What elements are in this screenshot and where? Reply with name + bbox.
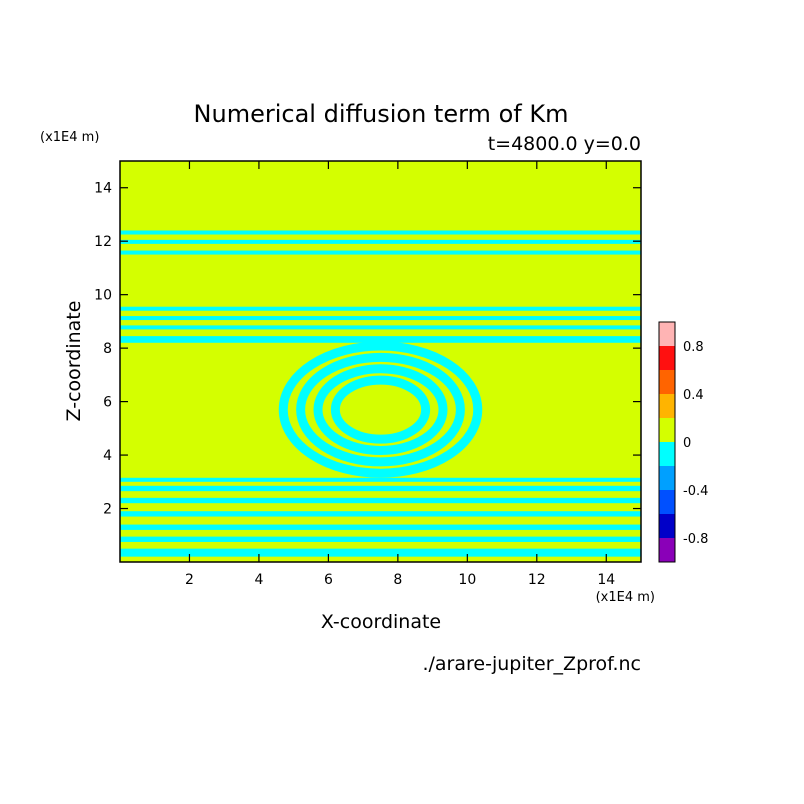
field-band (120, 336, 641, 343)
colorbar-segment (659, 370, 675, 394)
x-axis-label: X-coordinate (321, 611, 441, 633)
field-band (120, 524, 641, 530)
chart-subtitle: t=4800.0 y=0.0 (488, 133, 641, 155)
y-tick-label: 4 (103, 448, 112, 464)
colorbar-segment (659, 490, 675, 514)
colorbar-segment (659, 346, 675, 370)
field-dome-ring (296, 352, 465, 467)
colorbar-segment (659, 442, 675, 466)
source-file-label: ./arare-jupiter_Zprof.nc (422, 653, 641, 675)
chart-title: Numerical diffusion term of Km (194, 100, 569, 128)
field-band (120, 306, 641, 311)
y-tick-label: 6 (103, 395, 112, 411)
colorbar-tick-label: 0.8 (683, 340, 704, 355)
colorbar-frame (658, 321, 676, 563)
field-band (120, 497, 641, 504)
field-dome-ring (313, 364, 448, 456)
colorbar-segment (659, 538, 675, 562)
colorbar-tick-label: -0.8 (683, 532, 708, 547)
field-band (120, 239, 641, 244)
plot-area (120, 161, 641, 562)
colorbar-segment (659, 394, 675, 418)
colorbar-segment (659, 466, 675, 490)
colorbar: 0.8 0.4 0 -0.4 -0.8 (658, 321, 708, 563)
field-band (120, 548, 641, 557)
field-bands (120, 230, 641, 557)
field-band (120, 477, 641, 482)
field-dome-ring (330, 375, 431, 444)
colorbar-segment (659, 322, 675, 346)
x-unit-label: (x1E4 m) (596, 590, 655, 605)
x-tick-label: 14 (597, 572, 615, 588)
field-band (120, 536, 641, 542)
plot-frame (119, 160, 642, 563)
y-tick-label: 14 (94, 181, 112, 197)
y-tick-label: 10 (94, 288, 112, 304)
colorbar-segment (659, 514, 675, 538)
y-tick-label: 12 (94, 234, 112, 250)
y-axis-label: Z-coordinate (63, 301, 85, 422)
field-dome-ring (278, 341, 483, 478)
field-band (120, 325, 641, 330)
x-tick-label: 12 (528, 572, 546, 588)
field-band (120, 230, 641, 235)
y-tick-label: 2 (103, 502, 112, 518)
field-dome (278, 341, 483, 478)
field-band (120, 485, 641, 492)
y-axis-ticks: 2 4 6 8 10 12 14 (94, 181, 641, 518)
field-band (120, 316, 641, 321)
y-tick-label: 8 (103, 341, 112, 357)
colorbar-segment (659, 418, 675, 442)
x-tick-label: 10 (458, 572, 476, 588)
y-unit-label: (x1E4 m) (40, 130, 99, 145)
field-band (120, 250, 641, 255)
colorbar-tick-label: 0 (683, 436, 691, 451)
x-axis-ticks: 2 4 6 8 10 12 14 (185, 161, 615, 588)
x-tick-label: 2 (185, 572, 194, 588)
colorbar-tick-label: -0.4 (683, 484, 708, 499)
x-tick-label: 4 (254, 572, 263, 588)
field-band (120, 511, 641, 517)
x-tick-label: 8 (393, 572, 402, 588)
colorbar-tick-label: 0.4 (683, 388, 704, 403)
x-tick-label: 6 (324, 572, 333, 588)
